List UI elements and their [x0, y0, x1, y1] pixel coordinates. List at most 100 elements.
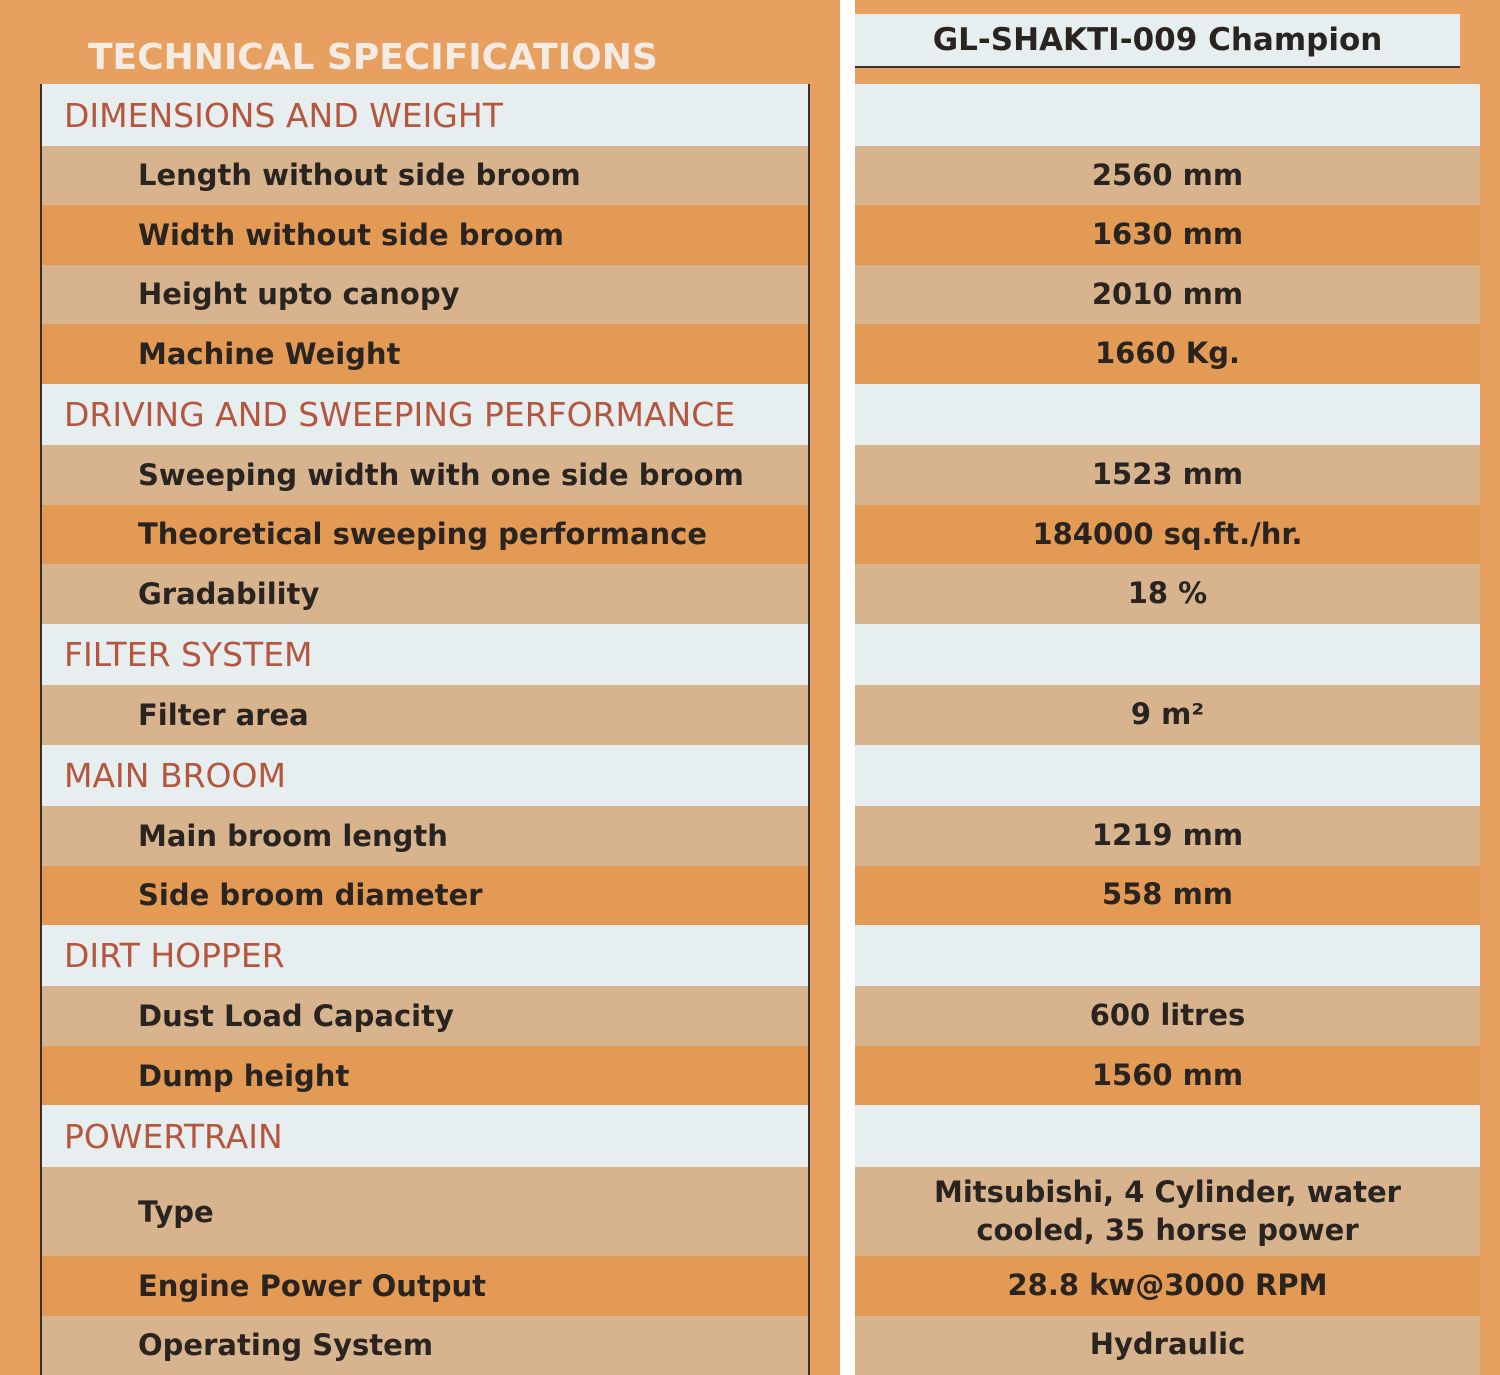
left-cell: Dump height — [0, 1045, 840, 1106]
gap — [840, 383, 855, 446]
right-inner: 558 mm — [855, 865, 1480, 925]
left-cell: Side broom diameter — [0, 865, 840, 925]
right-inner: Hydraulic — [855, 1315, 1480, 1375]
right-cell: 558 mm — [855, 865, 1500, 925]
gap — [840, 806, 855, 866]
left-inner: Main broom length — [40, 806, 810, 866]
left-cell: Gradability — [0, 564, 840, 624]
spec-label: Gradability — [138, 576, 320, 611]
left-cell: Filter area — [0, 685, 840, 745]
left-cell: Dust Load Capacity — [0, 986, 840, 1046]
left-cell: Width without side broom — [0, 205, 840, 265]
right-inner — [855, 84, 1480, 146]
spec-label: Dump height — [138, 1058, 350, 1093]
left-cell: FILTER SYSTEM — [0, 623, 840, 686]
spec-value: 600 litres — [1089, 998, 1246, 1033]
left-cell: Operating System — [0, 1315, 840, 1375]
left-inner: Dump height — [40, 1045, 810, 1106]
spec-label: Theoretical sweeping performance — [138, 517, 708, 552]
spec-label: Main broom length — [138, 818, 448, 853]
left-inner: DIRT HOPPER — [40, 924, 810, 987]
spec-row: Type Mitsubishi, 4 Cylinder, water cooled… — [0, 1166, 1500, 1257]
spec-row: Theoretical sweeping performance 184000 s… — [0, 504, 1500, 565]
left-inner: FILTER SYSTEM — [40, 623, 810, 686]
title-row: TECHNICAL SPECIFICATIONS GL-SHAKTI-009 C… — [0, 0, 1500, 85]
spec-value: Mitsubishi, 4 Cylinder, water cooled, 35… — [934, 1174, 1401, 1247]
spec-row: Length without side broom 2560 mm — [0, 145, 1500, 206]
gap — [840, 1166, 855, 1257]
section-title: DIMENSIONS AND WEIGHT — [64, 95, 503, 135]
right-cell: 1630 mm — [855, 205, 1500, 265]
left-cell: Engine Power Output — [0, 1256, 840, 1316]
spec-value: 2560 mm — [1091, 157, 1244, 192]
gap — [840, 564, 855, 624]
spec-value: 1630 mm — [1091, 217, 1244, 252]
right-cell — [855, 623, 1500, 686]
right-cell — [855, 924, 1500, 987]
sheet-title: TECHNICAL SPECIFICATIONS — [88, 37, 658, 79]
left-inner: Dust Load Capacity — [40, 986, 810, 1046]
spec-row: Width without side broom 1630 mm — [0, 205, 1500, 265]
spec-label: Type — [138, 1194, 214, 1229]
right-inner: Mitsubishi, 4 Cylinder, water cooled, 35… — [855, 1166, 1480, 1257]
right-inner — [855, 744, 1480, 807]
left-inner: Engine Power Output — [40, 1256, 810, 1316]
right-inner: 1219 mm — [855, 806, 1480, 866]
title-cell: TECHNICAL SPECIFICATIONS — [0, 0, 840, 85]
spec-row: Operating System Hydraulic — [0, 1315, 1500, 1375]
spec-value: 1660 Kg. — [1094, 336, 1241, 371]
section-header: POWERTRAIN — [0, 1105, 1500, 1167]
gap — [840, 1256, 855, 1316]
gap — [840, 0, 855, 85]
right-inner: 600 litres — [855, 986, 1480, 1046]
left-inner: Height upto canopy — [40, 264, 810, 325]
right-cell: 1219 mm — [855, 806, 1500, 866]
gap — [840, 1315, 855, 1375]
right-inner: 184000 sq.ft./hr. — [855, 504, 1480, 565]
right-cell: 28.8 kw@3000 RPM — [855, 1256, 1500, 1316]
spec-row: Main broom length 1219 mm — [0, 806, 1500, 866]
left-cell: Height upto canopy — [0, 264, 840, 325]
left-inner: Length without side broom — [40, 145, 810, 206]
model-box: GL-SHAKTI-009 Champion — [855, 14, 1460, 69]
gap — [840, 84, 855, 146]
spec-row: Engine Power Output 28.8 kw@3000 RPM — [0, 1256, 1500, 1316]
gap — [840, 264, 855, 325]
spec-label: Filter area — [138, 697, 309, 732]
spec-row: Filter area 9 m² — [0, 685, 1500, 745]
right-cell: 1523 mm — [855, 445, 1500, 505]
right-cell: 1660 Kg. — [855, 324, 1500, 384]
spec-value: 1523 mm — [1091, 457, 1244, 492]
right-cell: Mitsubishi, 4 Cylinder, water cooled, 35… — [855, 1166, 1500, 1257]
spec-label: Length without side broom — [138, 158, 581, 193]
left-cell: Theoretical sweeping performance — [0, 504, 840, 565]
gap — [840, 744, 855, 807]
right-cell: 2560 mm — [855, 145, 1500, 206]
gap — [840, 685, 855, 745]
left-cell: DIRT HOPPER — [0, 924, 840, 987]
gap — [840, 205, 855, 265]
spec-row: Dump height 1560 mm — [0, 1045, 1500, 1106]
spec-label: Width without side broom — [138, 217, 564, 252]
model-cell: GL-SHAKTI-009 Champion — [855, 0, 1500, 85]
right-cell — [855, 84, 1500, 146]
spec-label: Operating System — [138, 1328, 434, 1363]
spec-label: Machine Weight — [138, 336, 401, 371]
gap — [840, 504, 855, 565]
spec-value: 2010 mm — [1091, 276, 1244, 311]
gap — [840, 445, 855, 505]
left-cell: Main broom length — [0, 806, 840, 866]
spec-value: 9 m² — [1130, 696, 1205, 731]
left-cell: Type — [0, 1166, 840, 1257]
gap — [840, 1045, 855, 1106]
right-cell — [855, 744, 1500, 807]
gap — [840, 1105, 855, 1167]
section-title: MAIN BROOM — [64, 755, 286, 795]
spec-label: Sweeping width with one side broom — [138, 457, 744, 492]
right-cell: 18 % — [855, 564, 1500, 624]
right-inner: 1560 mm — [855, 1045, 1480, 1106]
left-inner: Sweeping width with one side broom — [40, 445, 810, 505]
right-cell: Hydraulic — [855, 1315, 1500, 1375]
right-inner: 28.8 kw@3000 RPM — [855, 1256, 1480, 1316]
gap — [840, 324, 855, 384]
